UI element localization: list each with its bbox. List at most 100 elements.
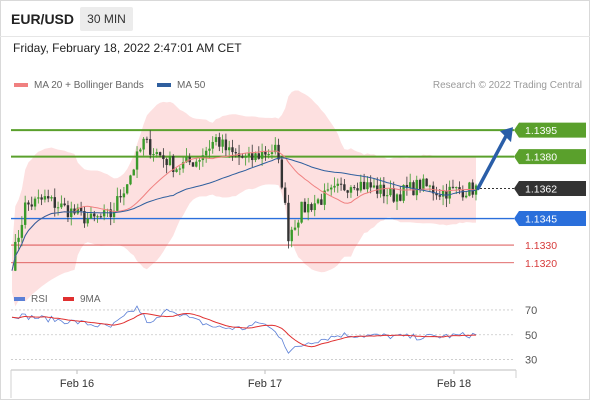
candle-body xyxy=(122,193,126,198)
candle-body xyxy=(17,237,20,242)
candle-body xyxy=(241,156,244,158)
candle-body xyxy=(237,153,241,157)
candle-body xyxy=(366,182,369,190)
x-axis-label-Feb-18: Feb 18 xyxy=(437,378,471,390)
rsi-tick-label-50: 50 xyxy=(525,330,537,342)
candle-body xyxy=(300,201,303,223)
candle-body xyxy=(323,190,326,205)
candle-body xyxy=(372,185,376,188)
candle-body xyxy=(283,187,287,203)
candle-body xyxy=(70,208,73,218)
candle-body xyxy=(46,196,50,199)
candle-body xyxy=(435,193,438,196)
forecast-arrow-line xyxy=(476,134,508,191)
legend-ma50: MA 50 xyxy=(157,80,205,91)
candle-body xyxy=(175,169,178,172)
candle-body xyxy=(464,195,468,198)
candle-body xyxy=(254,153,257,161)
candle-body xyxy=(102,210,106,217)
candle-body xyxy=(139,149,142,152)
symbol-title: EUR/USD xyxy=(11,11,75,27)
candle-body xyxy=(313,203,316,211)
candle-body xyxy=(455,187,458,189)
rsi-9ma-line xyxy=(11,312,476,348)
candle-body xyxy=(297,222,300,228)
candle-body xyxy=(86,218,89,224)
candle-body xyxy=(362,181,366,190)
candle-body xyxy=(20,224,24,238)
candle-body xyxy=(195,161,198,167)
candle-body xyxy=(422,178,425,190)
candle-body xyxy=(333,185,336,188)
price-tag-box xyxy=(514,149,586,165)
candle-body xyxy=(211,141,214,149)
legend-ma50-swatch xyxy=(157,83,171,88)
forecast-arrow-head xyxy=(500,127,513,143)
candle-body xyxy=(99,216,103,218)
chart-header xyxy=(0,0,590,37)
candle-body xyxy=(66,205,70,218)
candle-body xyxy=(43,196,47,200)
price-tag-label: 1.1395 xyxy=(525,125,557,137)
candle-body xyxy=(359,181,363,191)
candle-body xyxy=(382,184,386,197)
candle-body xyxy=(339,183,343,185)
x-axis-label-Feb-17: Feb 17 xyxy=(248,378,282,390)
candle-body xyxy=(60,203,63,208)
candle-body xyxy=(132,169,135,176)
candle-body xyxy=(326,189,330,191)
legend-rsi: RSI xyxy=(14,294,48,305)
candle-body xyxy=(389,188,392,196)
ma50-line xyxy=(11,157,477,271)
candle-body xyxy=(274,144,277,153)
candle-body xyxy=(158,152,162,156)
price-tag-box xyxy=(514,122,586,138)
candle-body xyxy=(270,152,274,155)
candle-body xyxy=(93,213,96,217)
timeframe-button[interactable]: 30 MIN xyxy=(80,7,133,31)
candle-body xyxy=(162,155,165,160)
candle-body xyxy=(33,198,37,207)
candle-body xyxy=(116,196,119,211)
candle-body xyxy=(260,151,264,159)
candle-body xyxy=(30,204,33,207)
candle-body xyxy=(451,186,455,188)
candle-body xyxy=(458,187,461,191)
candle-body xyxy=(129,175,132,185)
candle-body xyxy=(165,159,168,166)
price-tag-label: 1.1362 xyxy=(525,183,557,195)
price-tag-label: 1.1330 xyxy=(525,240,557,252)
candle-body xyxy=(204,150,208,156)
candle-body xyxy=(224,139,228,151)
price-tag-1.1320: 1.1320 xyxy=(525,258,557,270)
candle-body xyxy=(353,187,356,189)
candle-body xyxy=(330,187,333,190)
price-tag-label: 1.1320 xyxy=(525,258,557,270)
candle-body xyxy=(181,162,185,169)
legend-9ma: 9MA xyxy=(63,294,101,305)
candle-body xyxy=(198,160,201,162)
price-tag-1.1345: 1.1345 xyxy=(514,211,586,227)
candle-body xyxy=(89,213,93,219)
candle-body xyxy=(142,138,145,150)
candle-body xyxy=(208,148,211,151)
candle-body xyxy=(23,202,27,225)
legend-ma20: MA 20 + Bollinger Bands xyxy=(14,80,144,91)
candle-body xyxy=(155,152,158,155)
x-axis-label-Feb-16: Feb 16 xyxy=(60,378,94,390)
candle-body xyxy=(83,210,86,224)
candle-body xyxy=(149,139,152,155)
candle-body xyxy=(125,184,129,194)
candle-body xyxy=(37,197,40,199)
candle-body xyxy=(280,159,284,188)
legend-rsi-label: RSI xyxy=(31,294,48,305)
candle-body xyxy=(247,153,251,156)
candle-body xyxy=(119,196,122,198)
candle-body xyxy=(79,207,83,211)
legend-ma20-swatch xyxy=(14,83,28,88)
candle-body xyxy=(349,187,353,193)
candle-body xyxy=(392,188,395,202)
candle-body xyxy=(438,195,442,197)
candle-body xyxy=(316,199,320,204)
price-tag-box xyxy=(514,211,586,227)
